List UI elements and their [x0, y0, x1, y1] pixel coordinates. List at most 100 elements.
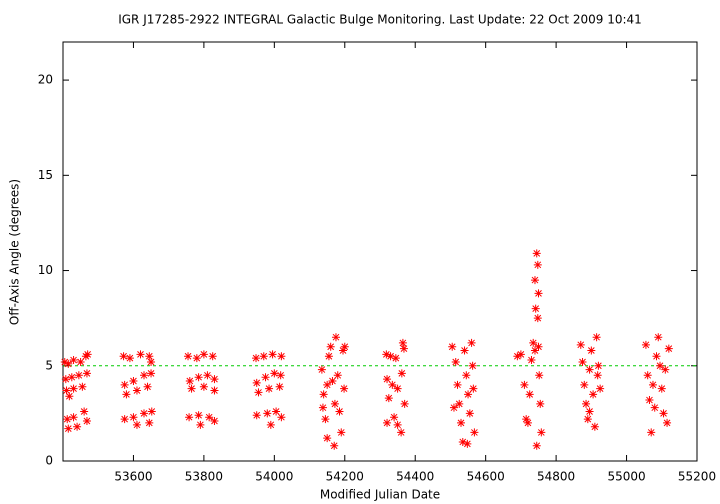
point: [451, 357, 460, 366]
point: [210, 375, 219, 384]
point: [74, 371, 83, 380]
point: [462, 371, 471, 380]
point: [265, 384, 274, 393]
point: [399, 344, 408, 353]
point: [663, 418, 672, 427]
point: [643, 371, 652, 380]
point: [648, 380, 657, 389]
point: [523, 418, 532, 427]
point: [62, 386, 71, 395]
point: [196, 420, 205, 429]
point: [63, 415, 72, 424]
point: [393, 420, 402, 429]
point: [140, 409, 149, 418]
point: [208, 352, 217, 361]
point: [470, 428, 479, 437]
point: [184, 352, 193, 361]
point: [397, 369, 406, 378]
point: [330, 399, 339, 408]
x-tick-label: 54800: [537, 470, 575, 484]
point: [185, 377, 194, 386]
point: [252, 411, 261, 420]
point: [527, 356, 536, 365]
point: [276, 371, 285, 380]
point: [534, 289, 543, 298]
x-tick-label: 55000: [607, 470, 645, 484]
point: [656, 361, 665, 370]
point: [593, 371, 602, 380]
point: [261, 373, 270, 382]
point: [585, 365, 594, 374]
point: [393, 384, 402, 393]
point: [205, 413, 214, 422]
point: [147, 357, 156, 366]
point: [194, 373, 203, 382]
y-tick-label: 5: [45, 358, 53, 372]
point: [277, 352, 286, 361]
point: [383, 375, 392, 384]
point: [64, 424, 73, 433]
point: [132, 420, 141, 429]
y-axis-label: Off-Axis Angle (degrees): [8, 179, 22, 325]
point: [457, 418, 466, 427]
point: [82, 417, 91, 426]
point: [321, 415, 330, 424]
point: [525, 390, 534, 399]
chart-title: IGR J17285-2922 INTEGRAL Galactic Bulge …: [118, 13, 642, 27]
point: [185, 413, 194, 422]
point: [328, 377, 337, 386]
point: [645, 396, 654, 405]
point: [398, 338, 407, 347]
x-tick-label: 54400: [396, 470, 434, 484]
point: [80, 407, 89, 416]
point: [340, 342, 349, 351]
x-tick-label: 54200: [326, 470, 364, 484]
point: [266, 420, 275, 429]
point: [145, 418, 154, 427]
point: [268, 350, 277, 359]
point: [520, 380, 529, 389]
point: [463, 439, 472, 448]
point: [582, 399, 591, 408]
point: [383, 418, 392, 427]
y-tick-label: 10: [38, 263, 53, 277]
point: [335, 407, 344, 416]
point: [136, 350, 145, 359]
point: [192, 354, 201, 363]
point: [187, 384, 196, 393]
point: [69, 413, 78, 422]
x-tick-label: 54000: [255, 470, 293, 484]
point: [61, 375, 70, 384]
point: [64, 359, 73, 368]
point: [390, 413, 399, 422]
point: [650, 403, 659, 412]
point: [120, 380, 129, 389]
point: [449, 403, 458, 412]
point: [339, 346, 348, 355]
point: [531, 304, 540, 313]
point: [537, 428, 546, 437]
point: [82, 369, 91, 378]
point: [384, 394, 393, 403]
point: [522, 415, 531, 424]
y-tick-label: 15: [38, 168, 53, 182]
point: [592, 333, 601, 342]
point: [277, 413, 286, 422]
point: [199, 382, 208, 391]
point: [533, 260, 542, 269]
point: [129, 377, 138, 386]
point: [530, 346, 539, 355]
point: [65, 392, 74, 401]
y-tick-label: 0: [45, 454, 53, 468]
point: [535, 371, 544, 380]
point: [203, 371, 212, 380]
x-axis-label: Modified Julian Date: [320, 488, 440, 502]
point: [275, 382, 284, 391]
point: [319, 390, 328, 399]
point: [594, 361, 603, 370]
point: [125, 354, 134, 363]
point: [458, 437, 467, 446]
point: [647, 428, 656, 437]
point: [391, 354, 400, 363]
